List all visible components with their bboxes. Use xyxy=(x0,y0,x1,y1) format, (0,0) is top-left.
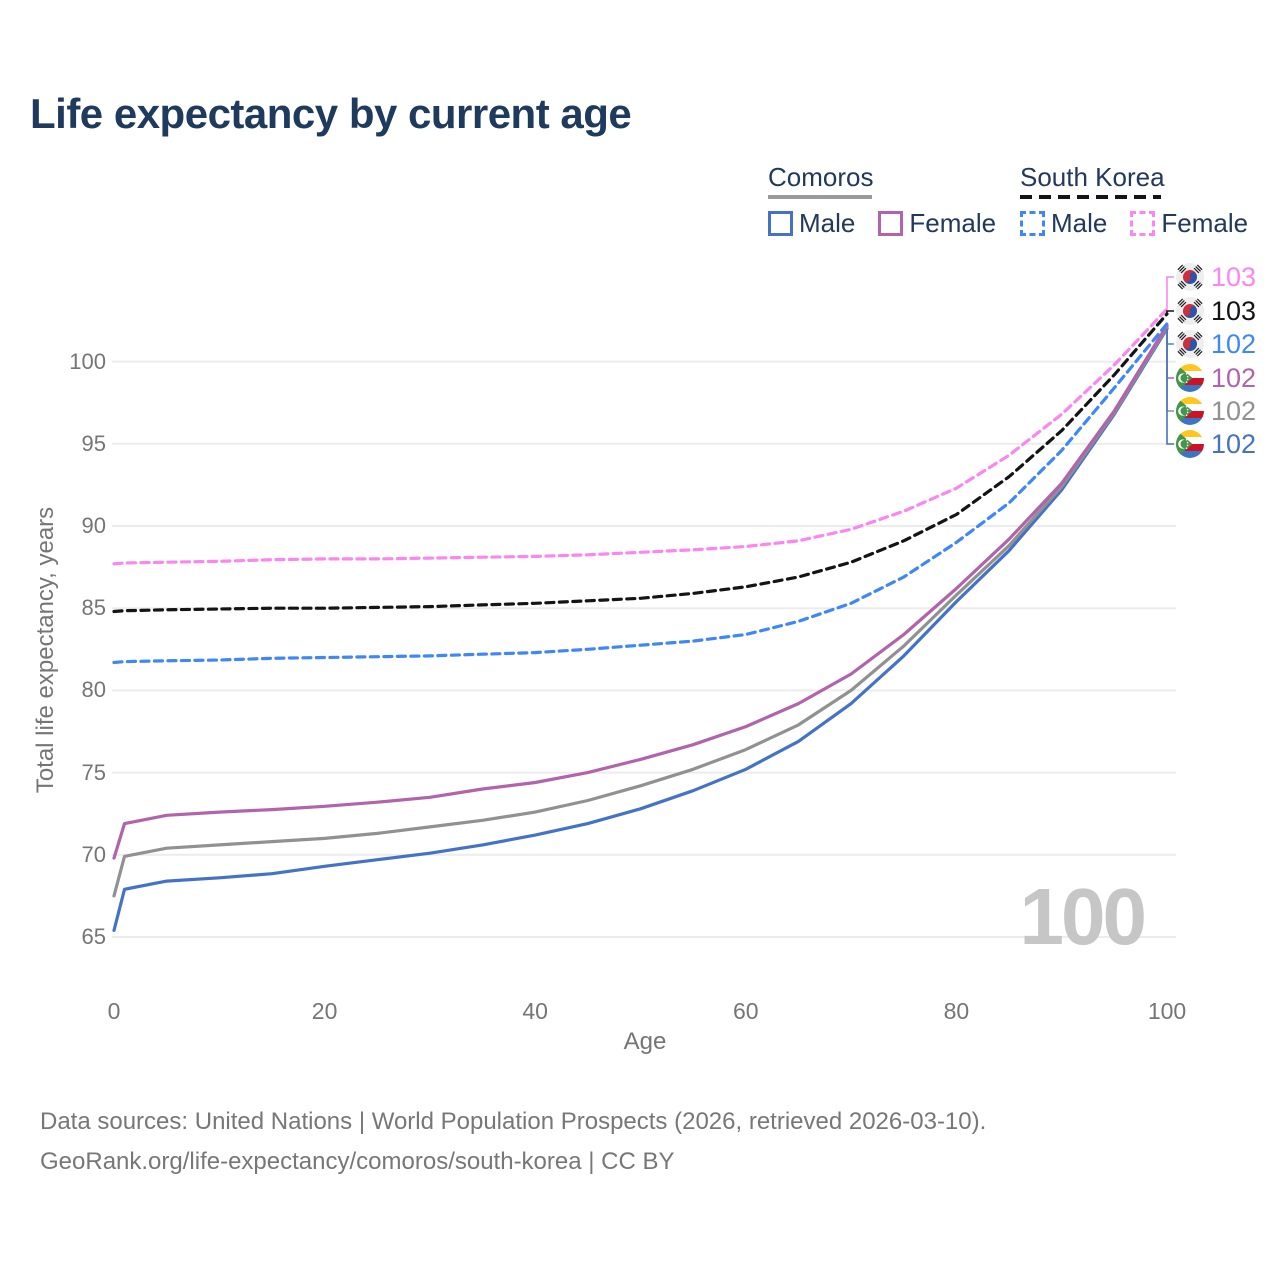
page-title: Life expectancy by current age xyxy=(30,90,632,137)
legend-item-comoros-male[interactable]: Male xyxy=(768,208,855,239)
endpoint-value: 102 xyxy=(1211,428,1257,459)
series-line-south-korea-female xyxy=(112,307,1169,566)
endpoint-value: 102 xyxy=(1211,395,1257,426)
y-tick-label-75: 75 xyxy=(81,759,106,785)
legend-swatch-south-korea-male xyxy=(1020,210,1045,236)
x-tick-label-0: 0 xyxy=(107,998,121,1024)
legend-label: Female xyxy=(909,207,997,238)
y-tick-label-80: 80 xyxy=(81,677,106,703)
y-tick-label-65: 65 xyxy=(81,924,106,949)
series-line-comoros-female xyxy=(112,323,1169,860)
endpoint-connector xyxy=(1166,325,1174,379)
y-tick-label-85: 85 xyxy=(81,595,106,621)
legend-swatch-comoros-female xyxy=(878,210,904,236)
legend-group-south-korea: South Korea Male Female xyxy=(1020,162,1248,239)
y-tick-label-100: 100 xyxy=(69,348,106,374)
flag-comoros-icon xyxy=(1176,364,1204,392)
endpoint-value: 102 xyxy=(1211,328,1257,359)
legend-swatch-south-korea-female xyxy=(1130,210,1156,236)
endpoint-connector xyxy=(1166,310,1174,314)
endpoint-label-south-korea-female: 103 xyxy=(1176,262,1256,292)
x-tick-label-100: 100 xyxy=(1147,998,1187,1024)
legend-header-south-korea: South Korea xyxy=(1020,162,1165,192)
endpoint-label-comoros-male: 102 xyxy=(1176,429,1256,459)
endpoint-label-south-korea-both-sexes: 103 xyxy=(1176,296,1256,326)
flag-south-korea-icon xyxy=(1176,330,1204,358)
endpoint-value: 103 xyxy=(1211,295,1257,326)
endpoint-connector xyxy=(1166,276,1174,309)
legend-label: Male xyxy=(799,207,856,238)
legend-label: Male xyxy=(1051,207,1108,238)
x-tick-label-80: 80 xyxy=(943,998,970,1024)
endpoint-label-south-korea-male: 102 xyxy=(1176,329,1256,359)
footer-attribution: GeoRank.org/life-expectancy/comoros/sout… xyxy=(40,1148,675,1175)
flag-south-korea-icon xyxy=(1176,263,1204,291)
endpoint-connector xyxy=(1166,328,1174,445)
legend-item-south-korea-female[interactable]: Female xyxy=(1130,208,1248,239)
y-tick-label-90: 90 xyxy=(81,513,106,538)
endpoint-value: 102 xyxy=(1211,362,1257,393)
endpoint-connector xyxy=(1166,327,1174,412)
watermark-age-100: 100 xyxy=(1020,872,1145,961)
y-tick-label-70: 70 xyxy=(81,841,106,867)
endpoint-value: 103 xyxy=(1211,261,1257,292)
flag-comoros-icon xyxy=(1176,430,1204,458)
series-line-south-korea-both-sexes xyxy=(112,312,1169,614)
x-axis-title: Age xyxy=(623,1028,667,1055)
x-tick-label-40: 40 xyxy=(522,998,548,1024)
footer-data-sources: Data sources: United Nations | World Pop… xyxy=(40,1108,987,1135)
legend-header-comoros: Comoros xyxy=(768,162,874,192)
x-tick-label-60: 60 xyxy=(733,998,759,1024)
legend-group-comoros: Comoros Male Female xyxy=(768,162,996,239)
legend-swatch-comoros-male xyxy=(768,210,793,236)
x-tick-label-20: 20 xyxy=(311,998,338,1024)
legend-underline-comoros xyxy=(768,194,872,199)
y-tick-label-95: 95 xyxy=(81,430,106,456)
endpoint-label-comoros-both-sexes: 102 xyxy=(1176,396,1256,426)
flag-south-korea-icon xyxy=(1176,297,1204,325)
series-line-comoros-male xyxy=(112,327,1169,932)
series-line-comoros-both-sexes xyxy=(112,325,1169,898)
legend-underline-south-korea xyxy=(1020,194,1161,199)
legend-item-comoros-female[interactable]: Female xyxy=(878,208,996,239)
legend-label: Female xyxy=(1161,207,1249,238)
series-line-south-korea-male xyxy=(112,322,1169,665)
legend-item-south-korea-male[interactable]: Male xyxy=(1020,208,1107,239)
endpoint-label-comoros-female: 102 xyxy=(1176,363,1256,393)
flag-comoros-icon xyxy=(1176,397,1204,425)
